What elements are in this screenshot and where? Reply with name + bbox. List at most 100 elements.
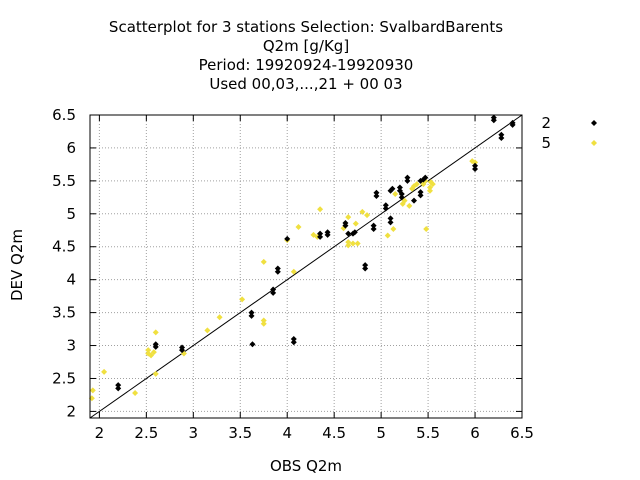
point-series-5 [352,220,359,227]
point-series-5 [101,368,108,375]
point-series-5 [384,232,391,239]
point-series-2 [345,230,352,237]
x-tick-label: 2 [95,424,105,442]
point-series-2 [498,135,505,142]
x-tick-label: 2.5 [134,424,158,442]
y-tick-label: 5.5 [52,172,76,190]
x-tick-label: 3.5 [228,424,252,442]
y-tick-label: 4.5 [52,238,76,256]
point-series-5 [349,240,356,247]
point-series-2 [472,166,479,173]
legend-marker [591,140,597,146]
point-series-2 [115,382,122,389]
point-series-2 [249,341,256,348]
point-series-2 [248,309,255,316]
point-series-5 [204,327,211,334]
point-series-2 [317,230,324,237]
point-series-5 [345,214,352,221]
point-series-2 [362,262,369,269]
axis-ticks: 2 2.5 3 3.5 4 4.5 5 5.5 6 6.5 2 2.5 3 3.5 4 4.5 5 5.5 6 6.5 [52,106,534,442]
point-series-5 [345,239,352,246]
point-series-5 [239,296,246,303]
title-line-3: Period: 19920924-19920930 [199,56,414,74]
point-series-2 [179,344,186,351]
point-series-2 [342,220,349,227]
point-series-2 [274,268,281,275]
legend-marker [591,120,597,126]
y-tick-label: 4 [66,271,76,289]
y-tick-label: 6 [66,139,76,157]
point-series-5 [423,225,430,232]
point-series-5 [260,317,267,324]
point-series-2 [317,233,324,240]
point-series-5 [150,349,157,356]
point-series-5 [148,352,155,359]
point-series-2 [290,335,297,342]
point-series-2 [404,177,411,184]
point-series-5 [472,159,479,166]
point-series-5 [89,387,96,394]
point-series-5 [145,347,152,354]
point-series-2 [373,193,380,200]
point-series-5 [152,329,159,336]
y-tick-label: 2.5 [52,369,76,387]
point-series-2 [472,162,479,169]
y-tick-label: 6.5 [52,106,76,124]
point-series-5 [345,242,352,249]
point-series-2 [274,265,281,272]
point-series-5 [392,191,399,198]
point-series-5 [364,212,371,219]
data-points [88,114,516,402]
point-series-2 [417,189,424,196]
y-tick-label: 5 [66,205,76,223]
point-series-2 [351,229,358,236]
point-series-2 [370,222,377,229]
point-series-2 [382,205,389,212]
point-series-2 [422,174,429,181]
point-series-2 [382,202,389,209]
point-series-2 [509,119,516,126]
point-series-2 [398,191,405,198]
point-series-5 [260,320,267,327]
point-series-5 [359,208,366,215]
title-line-4: Used 00,03,...,21 + 00 03 [209,75,402,93]
point-series-2 [490,114,497,121]
point-series-2 [396,184,403,191]
y-tick-label: 3.5 [52,304,76,322]
point-series-5 [295,223,302,230]
point-series-2 [398,194,405,201]
point-series-5 [290,268,297,275]
point-series-2 [324,229,331,236]
plot-frame [89,114,523,419]
grid-lines [90,115,522,418]
x-tick-label: 6.5 [510,424,534,442]
x-tick-label: 5 [376,424,386,442]
x-tick-label: 6 [470,424,480,442]
point-series-2 [373,189,380,196]
point-series-2 [362,265,369,272]
point-series-5 [390,225,397,232]
point-series-2 [387,215,394,222]
point-series-5 [260,258,267,265]
title-line-1: Scatterplot for 3 stations Selection: Sv… [109,18,503,36]
point-series-2 [248,312,255,319]
point-series-2 [270,286,277,293]
point-series-2 [411,197,417,204]
point-series-5 [401,197,408,204]
x-tick-label: 4 [282,424,292,442]
diagonal-line [89,114,523,419]
legend: 25 [541,114,597,152]
y-tick-label: 2 [66,402,76,420]
point-series-5 [406,202,413,209]
point-series-5 [216,314,223,321]
legend-label: 5 [541,134,551,152]
point-series-2 [370,225,377,232]
point-series-5 [354,240,361,247]
point-series-2 [152,341,159,348]
point-series-2 [290,339,297,346]
y-tick-label: 3 [66,337,76,355]
point-series-2 [387,219,394,226]
y-axis-label: DEV Q2m [8,229,26,301]
point-series-2 [284,235,291,242]
